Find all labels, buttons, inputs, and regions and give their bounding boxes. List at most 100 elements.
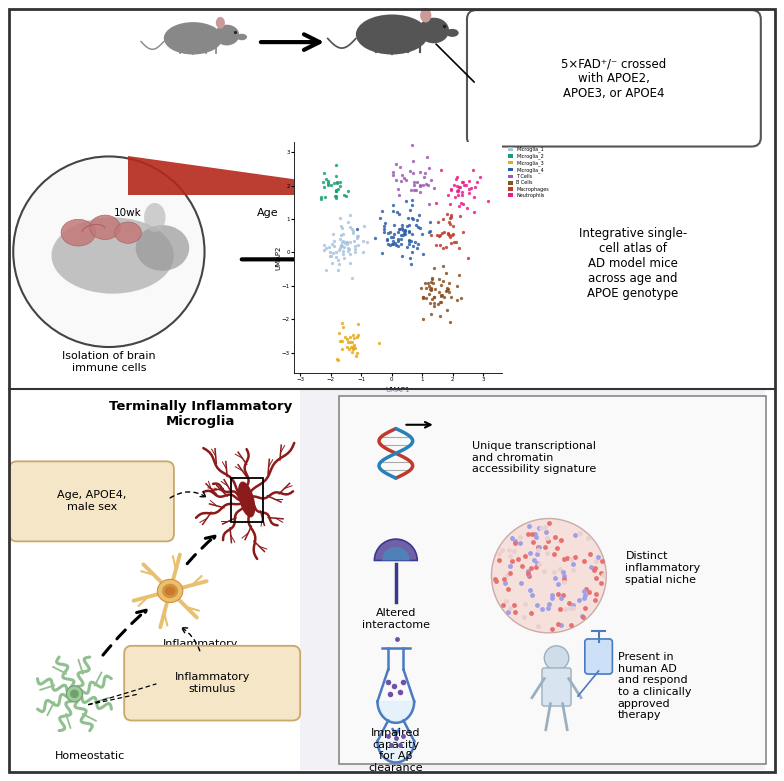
Point xyxy=(430,238,442,251)
Point xyxy=(440,285,452,298)
Point xyxy=(432,273,445,285)
Point xyxy=(331,176,343,188)
Point xyxy=(346,336,358,348)
Point xyxy=(463,174,475,187)
Point xyxy=(405,194,418,206)
Point xyxy=(414,222,426,234)
Point xyxy=(337,228,350,241)
Point xyxy=(427,277,440,290)
Point xyxy=(347,332,360,344)
Point xyxy=(442,286,455,298)
Point xyxy=(419,291,432,304)
Point xyxy=(396,250,408,262)
Point xyxy=(336,244,349,257)
Point xyxy=(435,290,448,302)
Point xyxy=(348,339,361,351)
Point xyxy=(437,259,450,272)
Point xyxy=(334,238,347,251)
Point xyxy=(342,184,354,197)
Point xyxy=(425,230,437,242)
Point xyxy=(389,237,401,249)
Point xyxy=(325,179,337,191)
Point xyxy=(394,237,407,250)
Point xyxy=(350,347,363,359)
Point xyxy=(349,342,361,355)
Point xyxy=(417,291,430,303)
Point xyxy=(347,226,360,239)
Point xyxy=(396,169,408,181)
Point xyxy=(340,235,353,248)
Point xyxy=(462,251,474,264)
Point xyxy=(404,203,416,216)
Ellipse shape xyxy=(420,8,431,23)
Point xyxy=(435,289,448,301)
Point xyxy=(456,186,468,198)
Point xyxy=(425,276,437,288)
Point xyxy=(444,198,456,210)
Point xyxy=(387,237,399,250)
Point xyxy=(444,212,456,224)
Point xyxy=(422,179,434,191)
Point xyxy=(395,175,408,187)
Ellipse shape xyxy=(67,686,82,702)
Point xyxy=(383,226,396,238)
Point xyxy=(334,229,347,241)
Ellipse shape xyxy=(356,15,428,55)
Point xyxy=(437,274,449,287)
Point xyxy=(340,341,353,353)
Point xyxy=(338,251,350,264)
Point xyxy=(416,179,429,191)
Point xyxy=(450,171,463,184)
Ellipse shape xyxy=(419,18,449,43)
Point xyxy=(346,272,358,284)
Polygon shape xyxy=(377,741,414,762)
Point xyxy=(427,181,440,194)
Point xyxy=(343,243,355,255)
Text: Inflammatory: Inflammatory xyxy=(163,639,238,649)
Point xyxy=(444,231,456,244)
Ellipse shape xyxy=(61,219,96,246)
Point xyxy=(357,246,369,259)
Point xyxy=(445,211,457,223)
Ellipse shape xyxy=(238,482,256,517)
Point xyxy=(405,228,418,241)
Point xyxy=(333,326,346,339)
Point xyxy=(397,173,410,185)
Point xyxy=(320,242,332,255)
Point xyxy=(428,291,441,303)
Point xyxy=(448,236,461,248)
Point xyxy=(390,158,402,170)
Legend: Microglia_1, Microglia_2, Microglia_3, Microglia_4, T Cells, B Cells, Macrophage: Microglia_1, Microglia_2, Microglia_3, M… xyxy=(506,144,551,200)
Point xyxy=(452,242,465,255)
Point xyxy=(376,205,388,217)
Point xyxy=(378,217,390,230)
Point xyxy=(347,342,360,355)
Point xyxy=(461,201,474,214)
Point xyxy=(410,242,423,255)
Point xyxy=(339,190,352,202)
Point xyxy=(444,218,456,230)
Point xyxy=(336,236,349,248)
Ellipse shape xyxy=(446,29,459,37)
Point xyxy=(331,352,343,365)
Point xyxy=(392,234,405,247)
Point xyxy=(343,221,356,234)
Point xyxy=(447,219,459,232)
Point xyxy=(403,224,416,237)
Point xyxy=(336,334,348,347)
Point xyxy=(334,334,347,347)
Point xyxy=(399,228,412,241)
Point xyxy=(330,251,343,263)
Point xyxy=(417,248,430,260)
Point xyxy=(344,330,357,343)
Ellipse shape xyxy=(144,203,165,232)
Point xyxy=(434,229,446,241)
Ellipse shape xyxy=(216,17,225,29)
Point xyxy=(452,269,465,282)
Point xyxy=(432,216,445,228)
Point xyxy=(334,180,347,192)
Point xyxy=(423,216,436,228)
Point xyxy=(404,251,416,264)
Point xyxy=(347,329,359,341)
Text: Distinct
inflammatory
spatial niche: Distinct inflammatory spatial niche xyxy=(626,551,701,585)
